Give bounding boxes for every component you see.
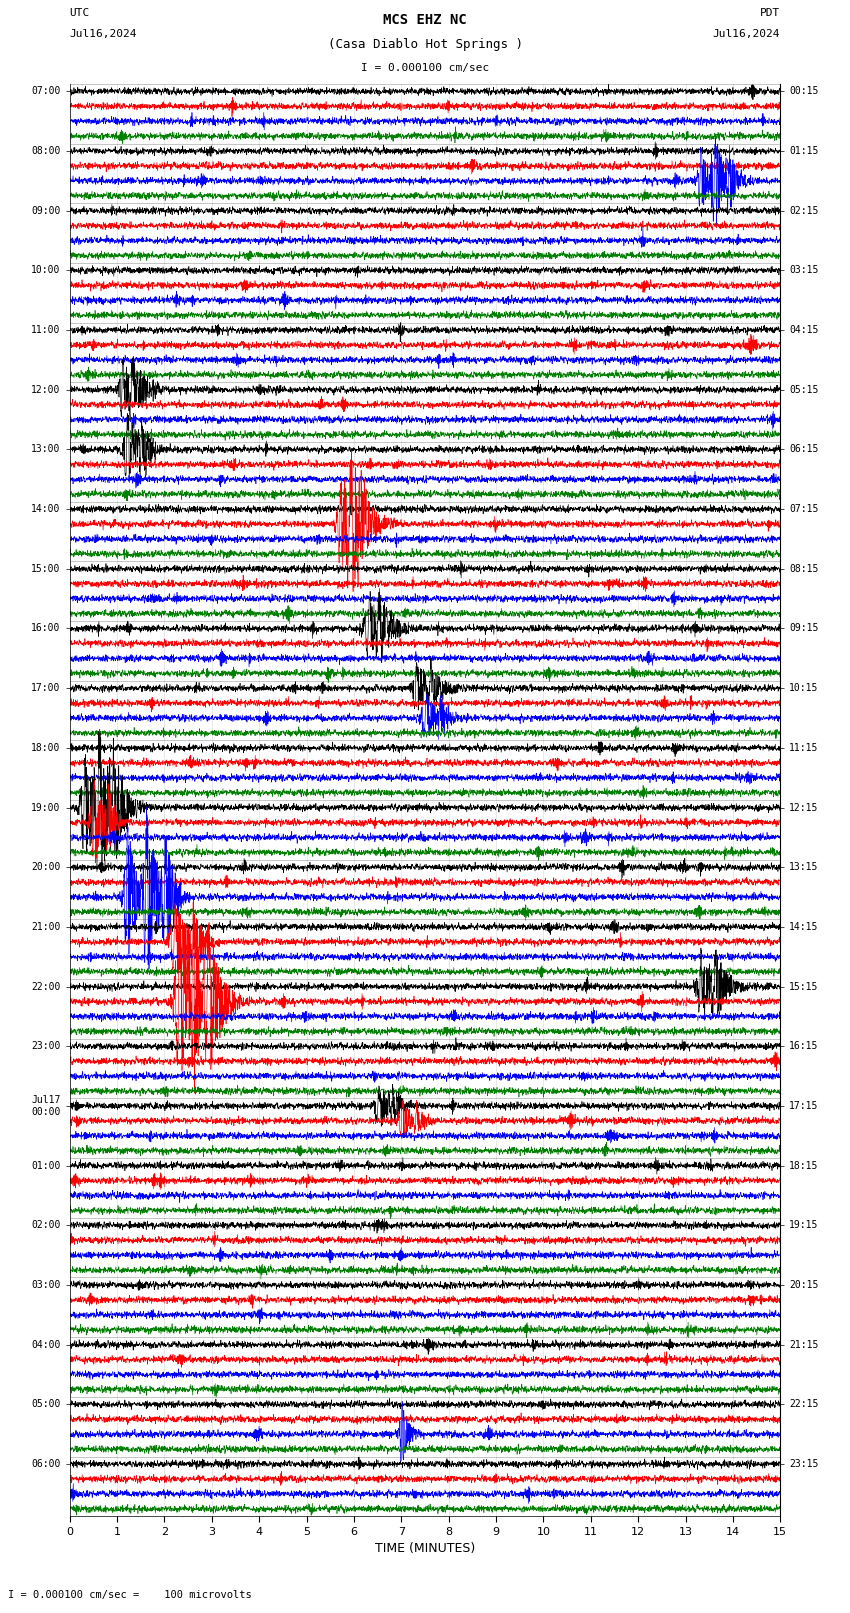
- Text: MCS EHZ NC: MCS EHZ NC: [383, 13, 467, 26]
- Text: PDT: PDT: [760, 8, 780, 18]
- Text: Jul16,2024: Jul16,2024: [70, 29, 137, 39]
- Text: I = 0.000100 cm/sec =    100 microvolts: I = 0.000100 cm/sec = 100 microvolts: [8, 1590, 252, 1600]
- Text: UTC: UTC: [70, 8, 90, 18]
- Text: Jul16,2024: Jul16,2024: [713, 29, 780, 39]
- Text: (Casa Diablo Hot Springs ): (Casa Diablo Hot Springs ): [327, 37, 523, 50]
- X-axis label: TIME (MINUTES): TIME (MINUTES): [375, 1542, 475, 1555]
- Text: I = 0.000100 cm/sec: I = 0.000100 cm/sec: [361, 63, 489, 73]
